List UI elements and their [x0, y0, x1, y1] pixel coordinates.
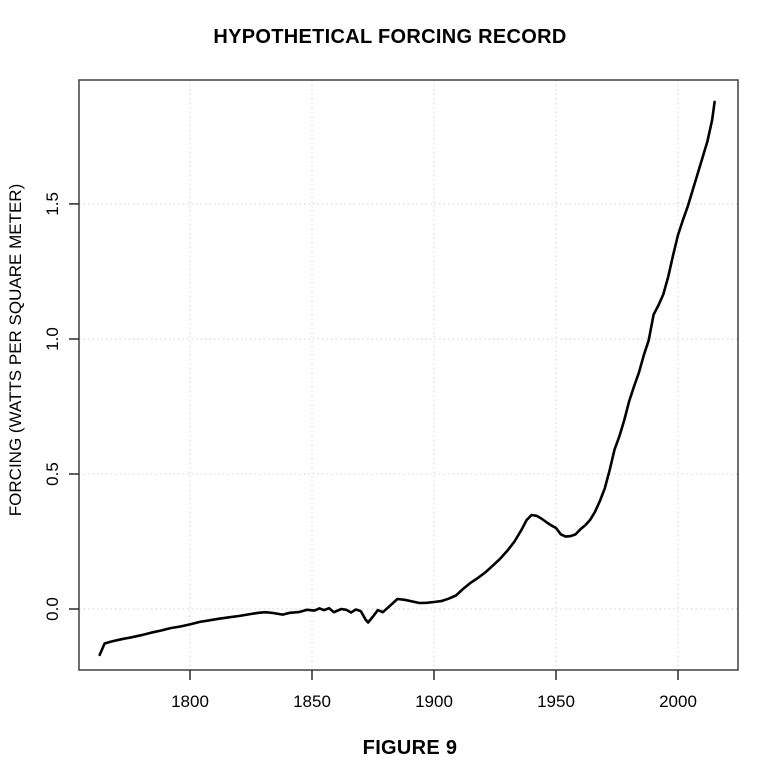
- y-tick-label: 0.0: [43, 597, 62, 621]
- x-tick-label: 1950: [537, 692, 575, 711]
- data-line-forcing: [98, 100, 716, 657]
- plot-border: [78, 79, 739, 671]
- x-tick-label: 1850: [293, 692, 331, 711]
- x-tick-label: 1900: [415, 692, 453, 711]
- y-axis-title: FORCING (WATTS PER SQUARE METER): [6, 184, 25, 516]
- y-tick-label: 1.0: [43, 327, 62, 351]
- y-tick-label: 1.5: [43, 192, 62, 216]
- y-tick-label: 0.5: [43, 462, 62, 486]
- x-tick-label: 2000: [659, 692, 697, 711]
- chart-title: HYPOTHETICAL FORCING RECORD: [213, 26, 567, 48]
- figure-caption: FIGURE 9: [362, 737, 458, 759]
- x-tick-label: 1800: [171, 692, 209, 711]
